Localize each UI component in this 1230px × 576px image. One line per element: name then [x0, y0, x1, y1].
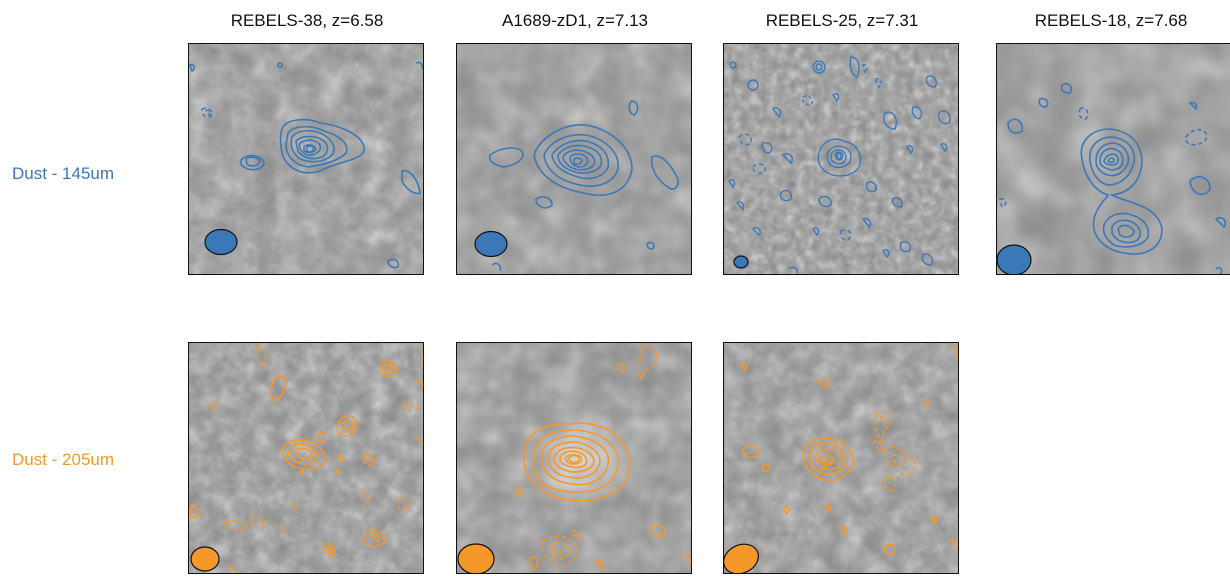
map-panel-rebels-38-205um — [188, 342, 424, 574]
beam-ellipse — [996, 244, 1032, 275]
map-panel-rebels-18-145um — [996, 43, 1230, 275]
column-title-rebels-38: REBELS-38, z=6.58 — [230, 11, 384, 30]
row-label-dust-205um: Dust - 205um — [12, 450, 115, 469]
row-label-dust-145um: Dust - 145um — [12, 164, 115, 183]
beam-ellipse — [204, 228, 238, 256]
map-panel-a1689-zd1-145um — [456, 43, 692, 275]
map-panel-rebels-25-145um — [723, 43, 959, 275]
contours — [739, 343, 959, 556]
column-title-a1689-zd1: A1689-zD1, z=7.13 — [501, 11, 648, 30]
contours — [189, 342, 424, 574]
beam-ellipse — [733, 255, 749, 269]
contours — [999, 82, 1227, 275]
map-panel-rebels-25-205um — [723, 342, 959, 574]
beam-ellipse — [723, 543, 759, 574]
contours — [189, 61, 424, 269]
beam-ellipse — [457, 543, 495, 574]
contours — [514, 343, 692, 572]
column-title-rebels-18: REBELS-18, z=7.68 — [1034, 11, 1188, 30]
column-title-rebels-25: REBELS-25, z=7.31 — [765, 11, 919, 30]
beam-ellipse — [474, 230, 508, 258]
beam-ellipse — [190, 546, 220, 572]
map-panel-a1689-zd1-205um — [456, 342, 692, 574]
map-panel-rebels-38-145um — [188, 43, 424, 275]
contours — [728, 56, 951, 274]
